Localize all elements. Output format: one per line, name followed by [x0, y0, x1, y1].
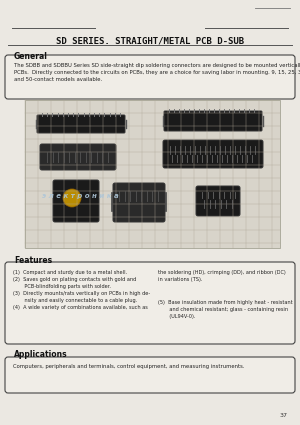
FancyBboxPatch shape: [53, 180, 99, 222]
FancyBboxPatch shape: [113, 183, 165, 222]
Text: Applications: Applications: [14, 350, 68, 359]
Text: 37: 37: [280, 413, 288, 418]
FancyBboxPatch shape: [5, 55, 295, 99]
FancyBboxPatch shape: [196, 186, 240, 216]
FancyBboxPatch shape: [5, 262, 295, 344]
Text: (1)  Compact and sturdy due to a metal shell.
(2)  Saves gold on plating contact: (1) Compact and sturdy due to a metal sh…: [13, 270, 150, 310]
FancyBboxPatch shape: [164, 111, 262, 131]
Text: э л е к т р о н и к а: э л е к т р о н и к а: [42, 193, 119, 199]
Circle shape: [63, 189, 81, 207]
Text: the soldering (HD), crimping (DD), and ribbon (DC)
in variations (TS).: the soldering (HD), crimping (DD), and r…: [158, 270, 286, 282]
Text: Computers, peripherals and terminals, control equipment, and measuring instrumen: Computers, peripherals and terminals, co…: [13, 364, 244, 369]
Bar: [25, 100, 280, 248]
Text: The SDBB and SDBBU Series SD side-straight dip soldering connectors are designed: The SDBB and SDBBU Series SD side-straig…: [14, 63, 300, 82]
FancyBboxPatch shape: [163, 140, 263, 168]
Text: SD SERIES. STRAIGHT/METAL PCB D-SUB: SD SERIES. STRAIGHT/METAL PCB D-SUB: [56, 36, 244, 45]
FancyBboxPatch shape: [37, 115, 125, 133]
Text: Features: Features: [14, 256, 52, 265]
Text: General: General: [14, 52, 48, 61]
Text: (5)  Base insulation made from highly heat - resistant
       and chemical resis: (5) Base insulation made from highly hea…: [158, 300, 292, 319]
FancyBboxPatch shape: [40, 144, 116, 170]
FancyBboxPatch shape: [5, 357, 295, 393]
